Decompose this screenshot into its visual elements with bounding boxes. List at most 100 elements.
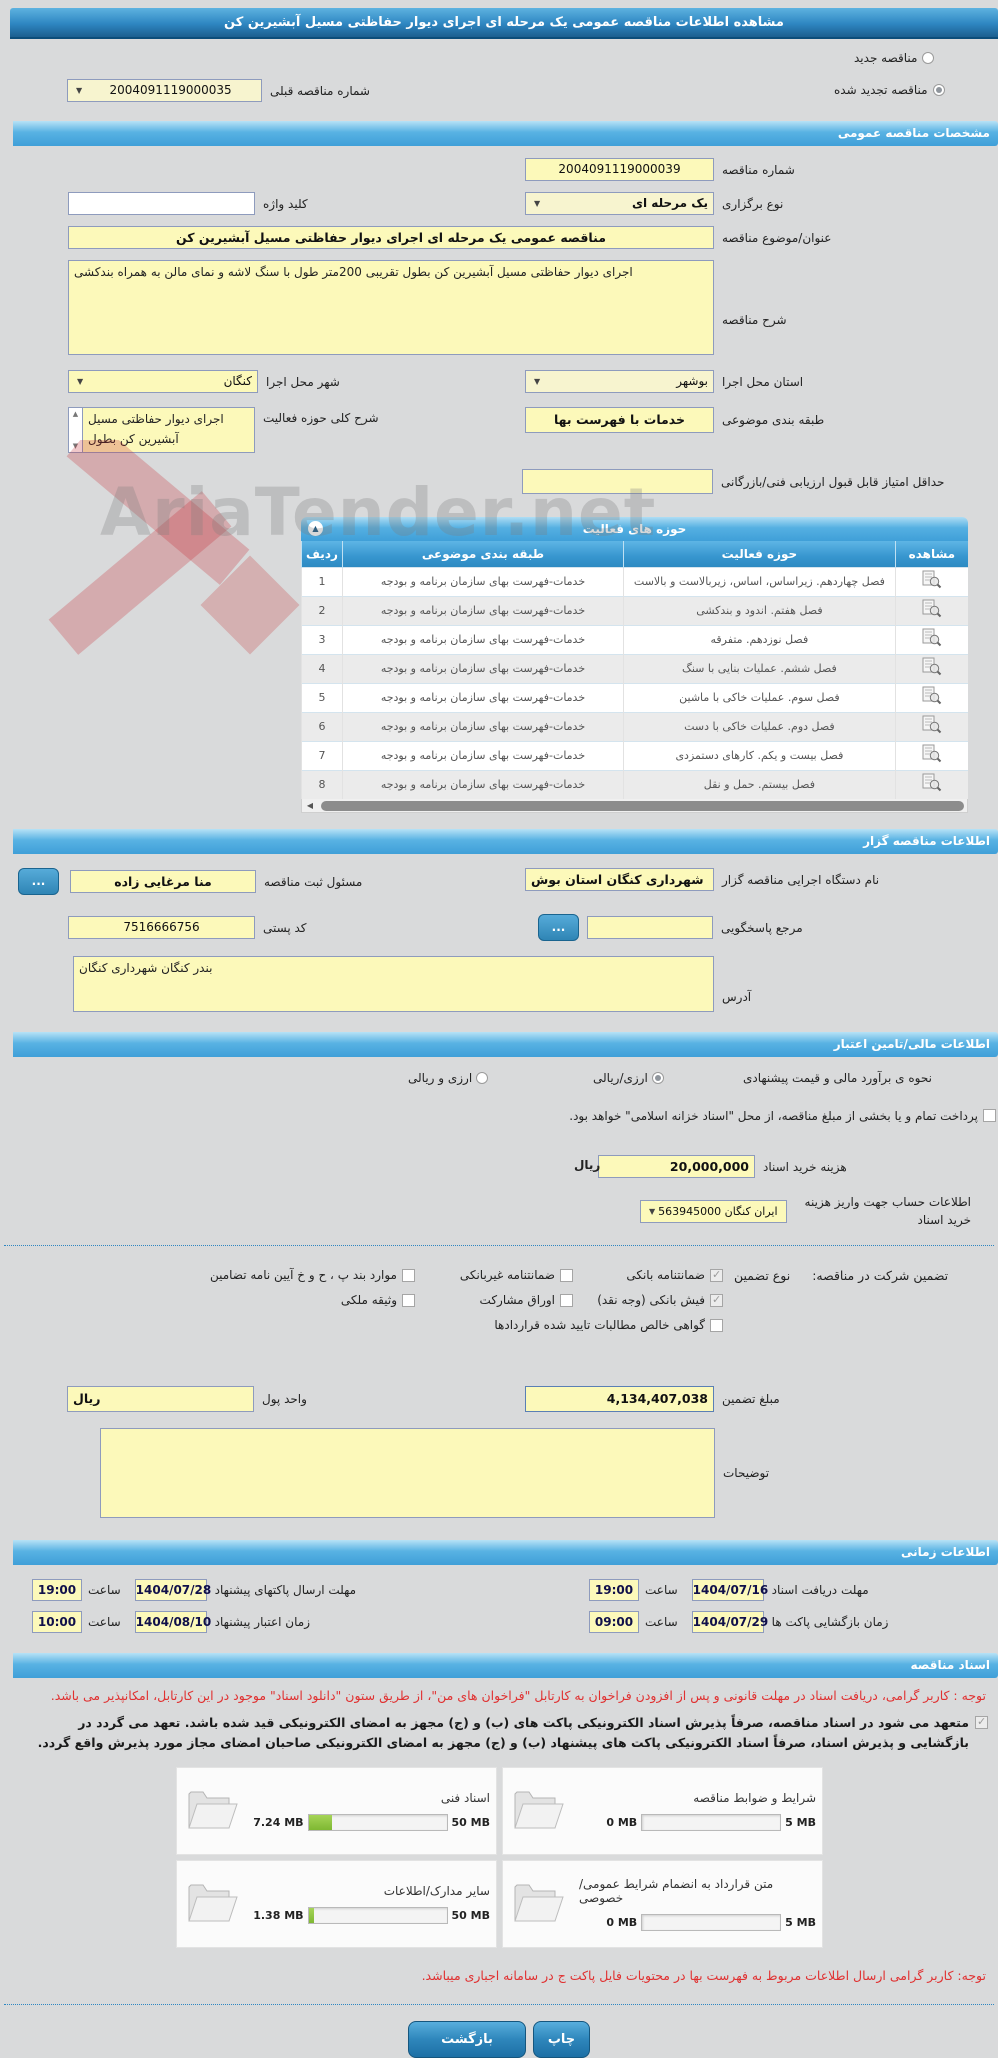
scroll-left-icon[interactable]: ◀: [306, 800, 314, 810]
table-row: فصل چهاردهم. زیراساس، اساس، زیربالاست و …: [301, 566, 968, 596]
row-number-cell: 5: [301, 682, 343, 712]
subject-category-input[interactable]: خدمات با فهرست بها: [525, 407, 714, 433]
file-progress-bar: [307, 1814, 448, 1832]
address-textarea[interactable]: بندر کنگان شهرداری کنگان: [73, 956, 714, 1012]
page-title: مشاهده اطلاعات مناقصه عمومی یک مرحله ای …: [10, 8, 998, 39]
submit-deadline-date-input[interactable]: 1404/07/28: [134, 1579, 211, 1601]
doc-fee-input[interactable]: 20,000,000: [598, 1155, 755, 1178]
view-document-icon[interactable]: [921, 744, 942, 767]
previous-tender-number-label: شماره مناقصه قبلی: [270, 83, 370, 98]
view-document-icon[interactable]: [921, 570, 942, 593]
guarantee-amount-label: مبلغ تضمین: [722, 1392, 780, 1406]
view-document-icon[interactable]: [921, 715, 942, 738]
view-document-icon[interactable]: [921, 657, 942, 680]
validity-date-input[interactable]: 1404/08/10: [134, 1611, 211, 1633]
min-score-input[interactable]: [522, 469, 713, 494]
print-button[interactable]: چاپ: [533, 2020, 590, 2058]
view-document-icon[interactable]: [921, 686, 942, 709]
file-used-size: 0 MB: [606, 1916, 638, 1930]
table-horizontal-scrollbar[interactable]: ◀: [301, 799, 968, 813]
contact-label: مرجع پاسخگویی: [721, 920, 803, 935]
column-header-category: طبقه بندی موضوعی: [341, 541, 624, 567]
guarantee-property-checkbox[interactable]: [402, 1293, 415, 1307]
guarantee-bonds-checkbox[interactable]: [560, 1293, 573, 1307]
previous-tender-number-select[interactable]: ▼ 2004091119000035: [67, 79, 262, 102]
postal-code-input[interactable]: 7516666756: [68, 916, 255, 939]
guarantee-bylaw-checkbox[interactable]: [402, 1268, 415, 1282]
treasury-checkbox[interactable]: [983, 1109, 996, 1122]
treasury-note: پرداخت تمام و یا بخشی از مبلغ مناقصه، از…: [569, 1109, 978, 1123]
currency-both-radio-label: ارزی و ریالی: [408, 1071, 473, 1085]
view-document-icon[interactable]: [921, 773, 942, 796]
city-select[interactable]: ▼ کنگان: [68, 370, 258, 393]
contact-more-button[interactable]: ...: [538, 914, 579, 941]
guarantee-amount-input[interactable]: 4,134,407,038: [525, 1386, 714, 1412]
min-score-label: حداقل امتیاز قابل قبول ارزیابی فنی/بازرگ…: [721, 474, 945, 489]
guarantee-notes-textarea[interactable]: [100, 1428, 715, 1518]
field-cell: فصل ششم. عملیات بنایی با سنگ: [623, 653, 896, 683]
validity-time-input[interactable]: 10:00: [32, 1611, 82, 1633]
tender-view-page: مشاهده اطلاعات مناقصه عمومی یک مرحله ای …: [0, 8, 998, 2058]
category-cell: خدمات-فهرست بهای سازمان برنامه و بودجه: [341, 624, 624, 654]
view-document-icon[interactable]: [921, 599, 942, 622]
hour-label: ساعت: [645, 1583, 678, 1597]
guarantee-option-label: گواهی خالص مطالبات تایید شده قراردادها: [494, 1318, 705, 1332]
file-card-other[interactable]: سایر مدارک/اطلاعات 1.38 MB 50 MB: [176, 1860, 497, 1949]
file-progress-fill: [308, 1908, 315, 1924]
registrar-input[interactable]: منا مرغایی زاده: [70, 870, 256, 893]
guarantee-bank-checkbox[interactable]: [710, 1268, 723, 1282]
tender-description-textarea[interactable]: اجرای دیوار حفاظتی مسیل آبشیرین کن بطول …: [68, 260, 714, 355]
guarantee-nonbank-checkbox[interactable]: [560, 1268, 573, 1282]
file-card-contract[interactable]: متن قرارداد به انضمام شرایط عمومی/خصوصی …: [502, 1860, 823, 1949]
contact-input[interactable]: [587, 916, 713, 939]
back-button[interactable]: بازگشت: [408, 2020, 526, 2058]
opening-time-input[interactable]: 09:00: [589, 1611, 639, 1633]
registrar-more-button[interactable]: ...: [18, 868, 59, 895]
currency-unit-label: واحد پول: [262, 1392, 307, 1406]
guarantee-cash-checkbox[interactable]: [710, 1293, 723, 1307]
file-used-size: 0 MB: [606, 1816, 638, 1830]
chevron-down-icon: ▼: [76, 86, 83, 95]
fee-account-select[interactable]: ▼ ملی ایران کنگان 563945000: [640, 1199, 787, 1223]
collapse-icon[interactable]: ▲: [308, 521, 323, 536]
province-select[interactable]: ▼ بوشهر: [525, 370, 714, 393]
guarantee-option-label: فیش بانکی (وجه نقد): [597, 1293, 705, 1307]
view-document-icon[interactable]: [921, 628, 942, 651]
currency-both-radio[interactable]: [476, 1072, 489, 1084]
submit-deadline-time-input[interactable]: 19:00: [32, 1579, 82, 1601]
tender-subject-input[interactable]: مناقصه عمومی یک مرحله ای اجرای دیوار حفا…: [68, 226, 714, 249]
tender-number-input[interactable]: 2004091119000039: [525, 158, 714, 181]
doc-deadline-time-input[interactable]: 19:00: [589, 1579, 639, 1601]
city-label: شهر محل اجرا: [266, 374, 340, 389]
opening-date-input[interactable]: 1404/07/29: [691, 1611, 768, 1633]
agency-name-input[interactable]: شهرداری کنگان استان بوش: [525, 868, 714, 891]
doc-deadline-date-input[interactable]: 1404/07/16: [691, 1579, 768, 1601]
currency-unit-input[interactable]: ریال: [67, 1386, 254, 1412]
activity-scroll-arrows[interactable]: ▲ ▼: [68, 407, 82, 453]
activity-scope-textarea[interactable]: اجرای دیوار حفاظتی مسیل آبشیرین کن بطول: [82, 407, 255, 453]
keyword-input[interactable]: [68, 192, 255, 215]
new-tender-radio[interactable]: [922, 52, 935, 64]
registrar-label: مسئول ثبت مناقصه: [264, 874, 363, 889]
row-number-cell: 4: [301, 653, 343, 683]
file-card-technical[interactable]: اسناد فنی 7.24 MB 50 MB: [176, 1767, 497, 1856]
renewed-tender-radio[interactable]: [932, 84, 945, 96]
scrollbar-thumb[interactable]: [321, 800, 964, 811]
activity-areas-title: حوزه های فعالیت: [582, 522, 687, 536]
guarantee-option-label: ضمانتنامه غیربانکی: [459, 1268, 555, 1282]
address-label: آدرس: [722, 990, 752, 1004]
table-row: فصل نوزدهم. متفرقه خدمات-فهرست بهای سازم…: [301, 624, 968, 654]
tender-type-select[interactable]: ▼ یک مرحله ای: [525, 192, 714, 215]
table-row: فصل دوم. عملیات خاکی با دست خدمات-فهرست …: [301, 711, 968, 741]
guarantee-claims-checkbox[interactable]: [710, 1318, 723, 1332]
row-number-cell: 8: [301, 769, 343, 799]
currency-rial-radio[interactable]: [651, 1072, 664, 1084]
category-cell: خدمات-فهرست بهای سازمان برنامه و بودجه: [341, 653, 624, 683]
guarantee-option-label: وثیقه ملکی: [340, 1293, 397, 1307]
tender-type-label: نوع برگزاری: [722, 196, 784, 211]
doc-fee-label: هزینه خرید اسناد: [763, 1159, 847, 1174]
commitment-checkbox[interactable]: [975, 1715, 988, 1730]
validity-label: زمان اعتبار پیشنهاد: [214, 1615, 310, 1629]
activity-areas-header: ▲ حوزه های فعالیت: [301, 517, 968, 541]
file-card-terms[interactable]: شرایط و ضوابط مناقصه 0 MB 5 MB: [502, 1767, 823, 1856]
